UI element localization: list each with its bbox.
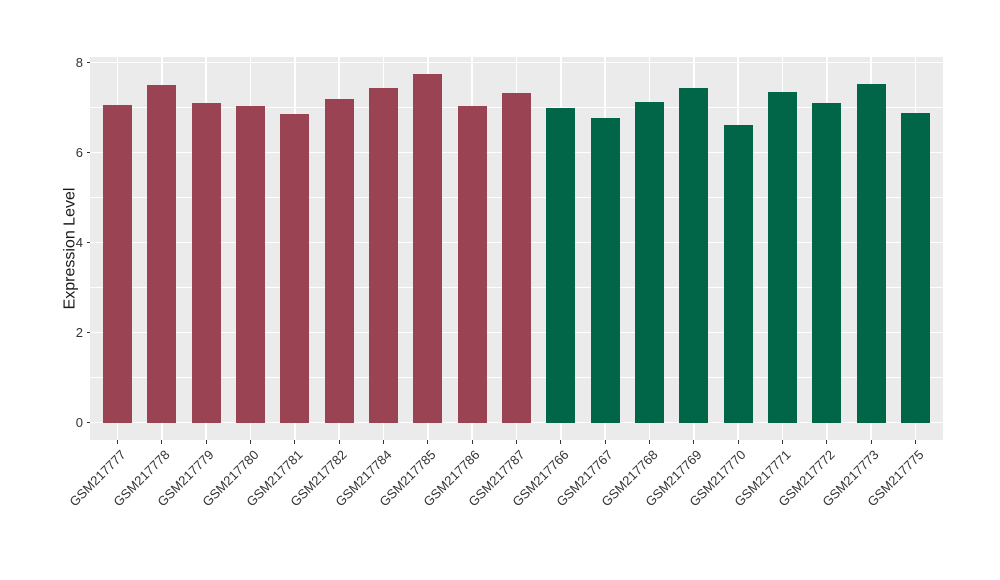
bar — [901, 113, 930, 423]
bar — [324, 98, 354, 423]
y-tick-label: 8 — [75, 54, 83, 70]
x-tick-mark — [294, 440, 296, 444]
x-tick-mark — [382, 440, 385, 444]
bar — [812, 103, 842, 423]
bar — [280, 114, 310, 423]
x-tick-mark — [205, 440, 207, 444]
x-tick-mark — [338, 440, 340, 444]
x-tick-mark — [604, 440, 606, 444]
y-tick-label: 2 — [75, 324, 83, 340]
bar — [457, 105, 487, 423]
x-tick-mark — [116, 440, 119, 444]
x-tick-mark — [914, 440, 917, 444]
y-tick-mark — [86, 242, 90, 244]
bar — [147, 85, 177, 423]
x-tick-mark — [560, 440, 562, 444]
bar — [413, 73, 443, 423]
bar — [236, 105, 265, 423]
y-tick-mark — [86, 422, 90, 424]
x-tick-mark — [737, 440, 739, 444]
x-tick-mark — [161, 440, 163, 444]
x-tick-mark — [515, 440, 518, 444]
y-tick-label: 0 — [75, 414, 83, 430]
bar — [590, 118, 620, 423]
y-tick-mark — [86, 62, 90, 64]
x-tick-mark — [471, 440, 473, 444]
x-tick-mark — [648, 440, 651, 444]
bar — [768, 91, 797, 423]
y-tick-label: 4 — [75, 234, 83, 250]
bar — [546, 107, 576, 423]
x-tick-mark — [427, 440, 429, 444]
y-tick-mark — [86, 332, 90, 334]
x-tick-mark — [693, 440, 695, 444]
bar — [502, 93, 531, 423]
bar — [723, 124, 753, 423]
bar — [679, 87, 709, 423]
bar — [635, 102, 664, 423]
bar — [191, 103, 221, 423]
y-tick-mark — [86, 152, 90, 154]
bar — [103, 105, 132, 423]
bar — [369, 87, 398, 423]
x-tick-mark — [249, 440, 252, 444]
x-tick-mark — [826, 440, 828, 444]
plot-panel — [90, 57, 943, 440]
x-tick-mark — [781, 440, 784, 444]
x-tick-mark — [870, 440, 872, 444]
bar — [856, 83, 886, 423]
y-tick-label: 6 — [75, 144, 83, 160]
